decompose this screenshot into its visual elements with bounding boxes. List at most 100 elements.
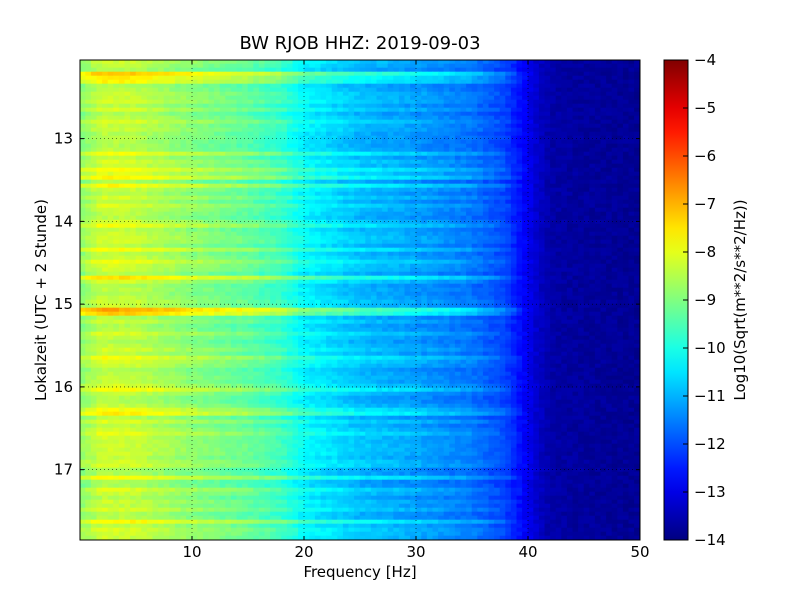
- heatmap-cell: [169, 119, 176, 125]
- heatmap-cell: [163, 83, 170, 89]
- heatmap-cell: [578, 227, 585, 233]
- heatmap-cell: [247, 131, 254, 137]
- heatmap-cell: [449, 71, 456, 77]
- heatmap-cell: [460, 163, 467, 169]
- heatmap-cell: [314, 215, 322, 221]
- heatmap-cell: [85, 247, 92, 253]
- heatmap-cell: [359, 175, 366, 181]
- heatmap-cell: [118, 171, 126, 177]
- heatmap-cell: [516, 123, 523, 129]
- heatmap-cell: [102, 227, 109, 233]
- heatmap-cell: [102, 131, 109, 137]
- heatmap-cell: [124, 235, 131, 241]
- heatmap-cell: [628, 111, 635, 117]
- heatmap-cell: [443, 71, 450, 77]
- heatmap-cell: [482, 187, 490, 193]
- heatmap-cell: [342, 63, 350, 69]
- heatmap-cell: [488, 75, 495, 81]
- heatmap-cell: [348, 91, 355, 97]
- heatmap-cell: [477, 199, 484, 205]
- heatmap-cell: [331, 139, 338, 145]
- heatmap-cell: [583, 63, 590, 69]
- heatmap-cell: [454, 167, 462, 173]
- heatmap-cell: [382, 183, 389, 189]
- heatmap-cell: [477, 159, 484, 165]
- heatmap-cell: [90, 119, 98, 125]
- heatmap-cell: [191, 251, 198, 257]
- heatmap-cell: [236, 179, 243, 185]
- heatmap-cell: [342, 175, 350, 181]
- heatmap-cell: [370, 83, 378, 89]
- heatmap-cell: [180, 147, 187, 153]
- heatmap-cell: [566, 159, 574, 165]
- heatmap-cell: [275, 103, 282, 109]
- heatmap-cell: [393, 247, 400, 253]
- heatmap-cell: [96, 99, 103, 105]
- heatmap-cell: [186, 199, 193, 205]
- heatmap-cell: [152, 143, 159, 149]
- heatmap-cell: [589, 151, 596, 157]
- heatmap-cell: [230, 251, 238, 257]
- heatmap-cell: [505, 147, 512, 153]
- heatmap-cell: [292, 79, 299, 85]
- heatmap-cell: [303, 255, 310, 261]
- heatmap-cell: [432, 107, 439, 113]
- heatmap-cell: [292, 95, 299, 101]
- heatmap-cell: [522, 95, 529, 101]
- heatmap-cell: [286, 131, 294, 137]
- heatmap-cell: [499, 139, 506, 145]
- heatmap-cell: [522, 127, 529, 133]
- heatmap-cell: [527, 115, 534, 121]
- heatmap-cell: [572, 147, 579, 153]
- heatmap-cell: [292, 251, 299, 257]
- heatmap-cell: [471, 143, 478, 149]
- heatmap-cell: [387, 195, 394, 201]
- heatmap-cell: [102, 143, 109, 149]
- heatmap-cell: [522, 207, 529, 213]
- heatmap-cell: [510, 63, 518, 69]
- heatmap-cell: [382, 155, 389, 161]
- heatmap-cell: [208, 183, 215, 189]
- heatmap-cell: [426, 215, 434, 221]
- heatmap-cell: [359, 83, 366, 89]
- heatmap-cell: [606, 119, 613, 125]
- heatmap-cell: [471, 191, 478, 197]
- heatmap-cell: [253, 143, 260, 149]
- heatmap-cell: [247, 139, 254, 145]
- heatmap-cell: [186, 231, 193, 237]
- heatmap-cell: [90, 175, 98, 181]
- heatmap-cell: [572, 247, 579, 253]
- heatmap-cell: [387, 203, 394, 209]
- heatmap-cell: [320, 60, 327, 65]
- heatmap-cell: [303, 231, 310, 237]
- heatmap-cell: [421, 99, 428, 105]
- heatmap-cell: [169, 175, 176, 181]
- heatmap-cell: [365, 143, 372, 149]
- heatmap-cell: [202, 83, 210, 89]
- heatmap-cell: [348, 247, 355, 253]
- heatmap-cell: [186, 87, 193, 93]
- heatmap-cell: [477, 139, 484, 145]
- heatmap-cell: [566, 171, 574, 177]
- heatmap-cell: [337, 191, 344, 197]
- heatmap-cell: [169, 95, 176, 101]
- heatmap-cell: [230, 199, 238, 205]
- heatmap-cell: [376, 103, 383, 109]
- heatmap-cell: [96, 91, 103, 97]
- heatmap-cell: [404, 107, 411, 113]
- heatmap-cell: [426, 143, 434, 149]
- heatmap-cell: [219, 211, 226, 217]
- heatmap-cell: [488, 159, 495, 165]
- heatmap-cell: [141, 119, 148, 125]
- heatmap-cell: [426, 219, 434, 225]
- heatmap-cell: [342, 71, 350, 77]
- heatmap-cell: [365, 99, 372, 105]
- heatmap-cell: [443, 119, 450, 125]
- heatmap-cell: [202, 60, 210, 65]
- heatmap-cell: [141, 83, 148, 89]
- heatmap-cell: [90, 203, 98, 209]
- heatmap-cell: [432, 223, 439, 229]
- heatmap-cell: [611, 187, 618, 193]
- heatmap-cell: [421, 139, 428, 145]
- heatmap-cell: [230, 239, 238, 245]
